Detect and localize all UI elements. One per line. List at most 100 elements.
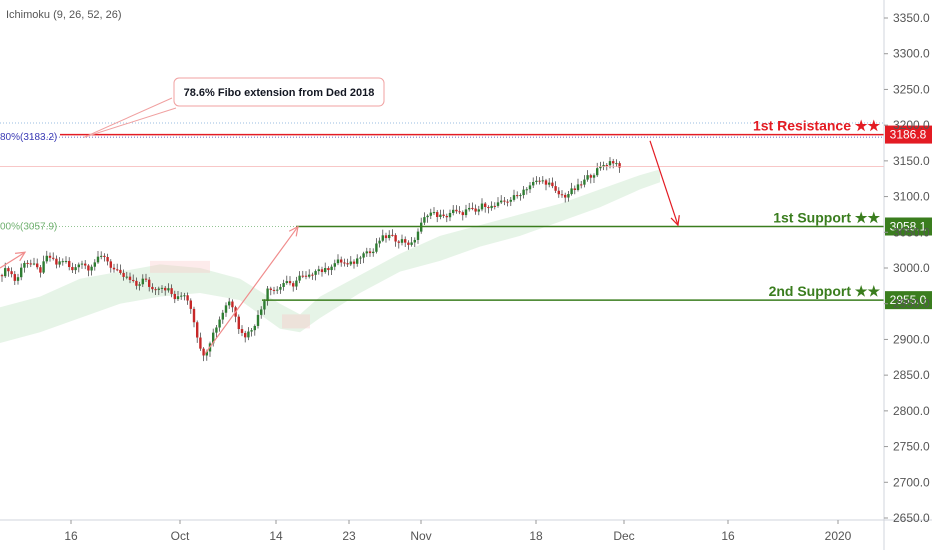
candle-body	[416, 231, 420, 240]
candle-body	[362, 253, 365, 258]
candle-body	[490, 205, 493, 209]
y-tick-label-4: 3150.0	[893, 154, 930, 168]
candle-body	[423, 217, 426, 223]
candle-body	[167, 288, 170, 291]
candle-body	[173, 293, 176, 300]
candle-body	[128, 276, 132, 280]
candle-body	[413, 239, 416, 243]
candle-body	[199, 337, 202, 349]
up-arrow-left-shaft	[0, 251, 26, 269]
candle-body	[61, 261, 64, 263]
candle-body	[112, 267, 116, 270]
candle-body	[506, 201, 509, 203]
candle-body	[96, 256, 100, 263]
horizontal-levels[interactable]: 1st Resistance ★★ 3186.8 1st Support ★★ 305…	[60, 118, 932, 310]
down-arrow-head	[670, 215, 680, 227]
x-tick-label-2: 14	[269, 529, 283, 543]
candle-body	[58, 261, 61, 265]
candle-body	[100, 255, 103, 257]
candle-body	[170, 288, 173, 294]
candle-body	[196, 322, 199, 338]
candle-body	[349, 261, 352, 265]
trend-arrows	[0, 140, 680, 355]
y-tick-label-1: 3300.0	[893, 47, 930, 61]
x-tick-label-0: 16	[64, 529, 78, 543]
candle-body	[231, 301, 234, 308]
candle-body	[39, 267, 42, 273]
candle-body	[375, 243, 378, 252]
candle-body	[324, 268, 327, 273]
candle-body	[516, 195, 519, 197]
candle-body	[116, 269, 119, 271]
support1-label: 1st Support ★★	[773, 210, 880, 226]
candle-body	[484, 203, 487, 208]
y-tick-label-0: 3350.0	[893, 11, 930, 25]
candle-body	[80, 263, 84, 265]
candle-body	[180, 295, 183, 297]
y-tick-label-10: 2850.0	[893, 368, 930, 382]
candle-body	[429, 212, 432, 216]
candle-body	[157, 288, 160, 290]
candle-body	[608, 161, 612, 166]
candle-body	[320, 269, 324, 273]
candle-body	[154, 289, 157, 291]
candle-body	[493, 205, 496, 207]
candle-body	[576, 184, 580, 190]
y-tick-label-14: 2650.0	[893, 511, 930, 525]
candle-body	[285, 281, 288, 284]
candle-body	[445, 215, 448, 218]
candle-body	[519, 195, 522, 197]
candle-body	[500, 200, 503, 203]
candle-body	[509, 199, 512, 202]
candle-body	[439, 214, 442, 217]
candle-body	[186, 295, 189, 301]
candle-body	[551, 182, 554, 187]
candle-body	[93, 262, 96, 267]
candle-body	[0, 275, 4, 277]
candle-body	[330, 266, 333, 271]
candle-body	[442, 214, 445, 216]
candle-body	[586, 175, 589, 180]
x-tick-label-6: Dec	[613, 529, 634, 543]
candle-body	[237, 316, 240, 330]
y-tick-label-7: 3000.0	[893, 261, 930, 275]
candle-body	[260, 309, 263, 315]
candle-body	[602, 165, 605, 167]
candle-body	[432, 212, 436, 214]
candle-body	[599, 166, 602, 169]
candle-body	[378, 240, 381, 244]
candle-body	[596, 168, 599, 176]
candle-body	[612, 161, 615, 164]
support1-tag-bg	[885, 217, 932, 236]
candle-body	[583, 179, 586, 185]
y-tick-label-12: 2750.0	[893, 440, 930, 454]
candle-body	[464, 209, 468, 216]
candle-body	[263, 301, 266, 310]
candle-body	[74, 267, 77, 271]
fib-label-0: 80%(3183.2)	[0, 132, 57, 143]
candle-body	[135, 280, 138, 286]
candle-body	[567, 194, 570, 198]
candle-body	[311, 274, 314, 276]
candle-body	[292, 283, 295, 287]
candle-body	[132, 279, 135, 281]
candle-body	[36, 263, 39, 268]
candle-body	[317, 269, 320, 272]
candle-body	[522, 189, 525, 196]
candle-body	[397, 241, 400, 243]
candle-body	[240, 329, 244, 333]
candle-body	[4, 268, 7, 277]
y-tick-label-3: 3200.0	[893, 118, 930, 132]
candle-body	[474, 208, 477, 212]
candle-body	[125, 276, 128, 278]
candle-body	[272, 289, 276, 291]
candle-body	[276, 289, 279, 291]
cloud-twist-2	[282, 314, 310, 329]
candle-body	[557, 190, 560, 195]
candle-body	[308, 274, 311, 277]
candle-body	[458, 211, 461, 213]
candle-body	[589, 175, 592, 178]
candle-body	[256, 314, 260, 326]
candle-body	[250, 330, 253, 332]
